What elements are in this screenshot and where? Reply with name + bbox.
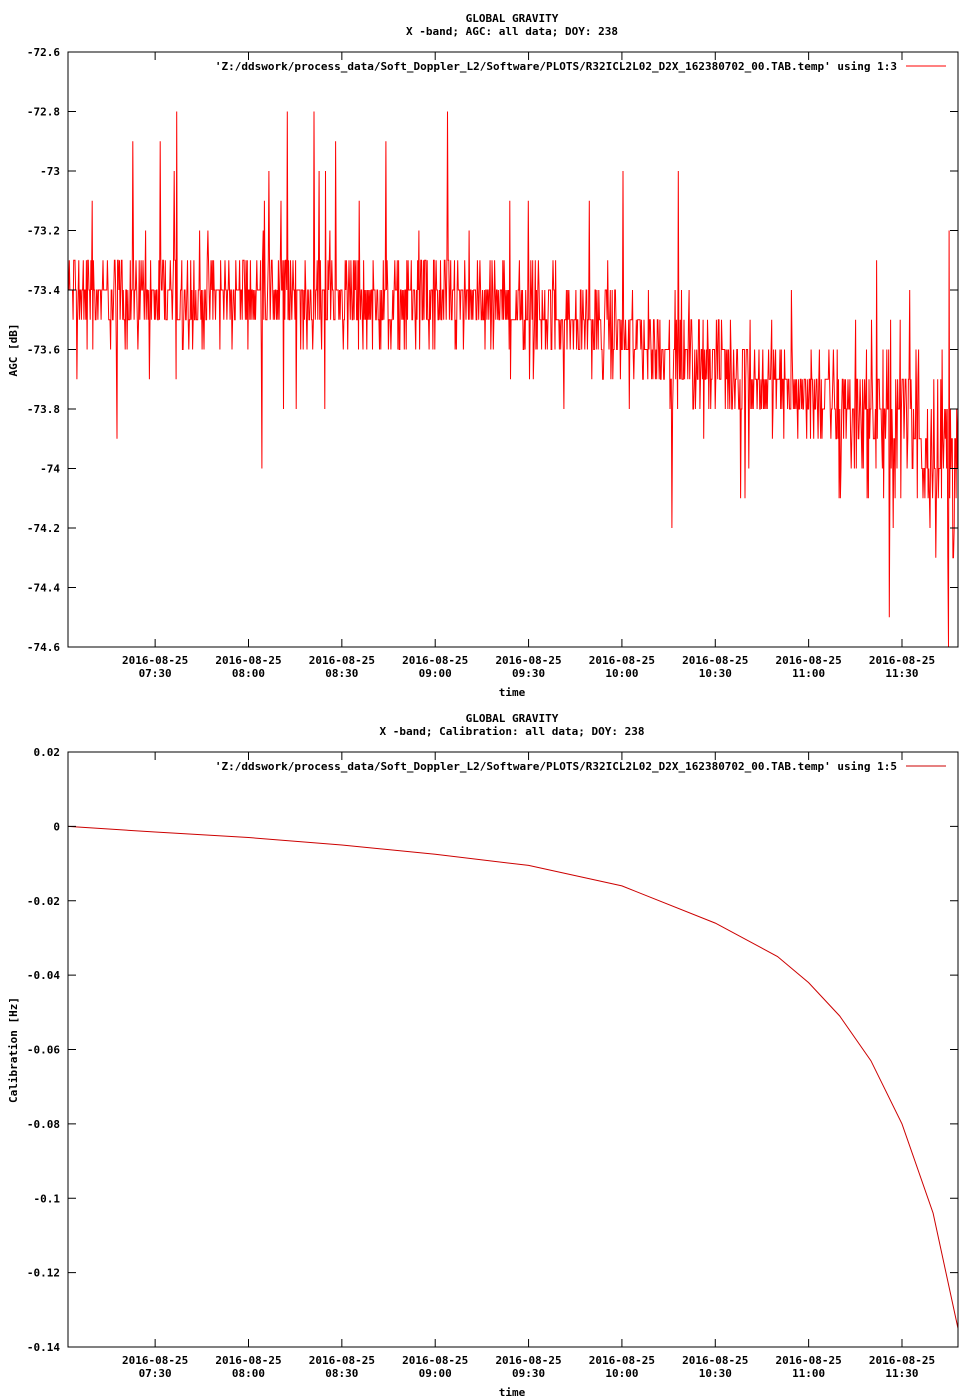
x-tick-label-date: 2016-08-25	[869, 1354, 935, 1367]
calibration-x-axis: 2016-08-2507:302016-08-2508:002016-08-25…	[122, 752, 935, 1380]
x-tick-label-time: 10:00	[605, 1367, 638, 1380]
x-tick-label-date: 2016-08-25	[122, 1354, 188, 1367]
calibration-chart: GLOBAL GRAVITY X -band; Calibration: all…	[7, 712, 959, 1399]
x-tick-label-time: 11:00	[792, 1367, 825, 1380]
x-tick-label-date: 2016-08-25	[682, 654, 748, 667]
calibration-y-axis-label: Calibration [Hz]	[7, 997, 20, 1103]
x-tick-label-time: 10:00	[605, 667, 638, 680]
calibration-chart-subtitle: X -band; Calibration: all data; DOY: 238	[380, 725, 645, 738]
x-tick-label-date: 2016-08-25	[309, 654, 375, 667]
x-tick-label-date: 2016-08-25	[309, 1354, 375, 1367]
agc-chart-title: GLOBAL GRAVITY	[466, 12, 559, 25]
x-tick-label-date: 2016-08-25	[215, 654, 281, 667]
x-tick-label-date: 2016-08-25	[682, 1354, 748, 1367]
y-tick-label: -72.8	[27, 106, 60, 119]
x-tick-label-date: 2016-08-25	[869, 654, 935, 667]
x-tick-label-date: 2016-08-25	[402, 1354, 468, 1367]
calibration-plot-frame	[67, 751, 959, 1348]
x-tick-label-time: 09:00	[419, 667, 452, 680]
y-tick-label: -0.1	[34, 1192, 61, 1205]
y-tick-label: -73	[40, 165, 60, 178]
agc-x-axis: 2016-08-2507:302016-08-2508:002016-08-25…	[122, 52, 935, 680]
agc-plot-frame	[67, 51, 959, 648]
y-tick-label: -73.4	[27, 284, 60, 297]
calibration-legend-label: 'Z:/ddswork/process_data/Soft_Doppler_L2…	[215, 760, 897, 773]
y-tick-label: -73.8	[27, 403, 60, 416]
x-tick-label-date: 2016-08-25	[589, 654, 655, 667]
y-tick-label: -74.6	[27, 641, 60, 654]
x-tick-label-date: 2016-08-25	[589, 1354, 655, 1367]
agc-x-axis-label: time	[499, 686, 526, 699]
x-tick-label-time: 07:30	[139, 1367, 172, 1380]
x-tick-label-date: 2016-08-25	[122, 654, 188, 667]
calibration-y-axis: 0.02 0 -0.02 -0.04 -0.06 -0.08 -0.1 -0.12 -0.14	[27, 746, 958, 1354]
x-tick-label-time: 09:30	[512, 667, 545, 680]
calibration-series-line	[67, 825, 959, 1329]
x-tick-label-date: 2016-08-25	[495, 654, 561, 667]
agc-chart: GLOBAL GRAVITY X -band; AGC: all data; D…	[7, 12, 959, 699]
x-tick-label-time: 10:30	[699, 667, 732, 680]
x-tick-label-time: 09:30	[512, 1367, 545, 1380]
y-tick-label: -74.4	[27, 582, 60, 595]
y-tick-label: -74	[40, 463, 60, 476]
y-tick-label: -72.6	[27, 46, 60, 59]
y-tick-label: 0.02	[34, 746, 61, 759]
calibration-x-axis-label: time	[499, 1386, 526, 1399]
agc-legend-label: 'Z:/ddswork/process_data/Soft_Doppler_L2…	[215, 60, 897, 73]
y-tick-label: -74.2	[27, 522, 60, 535]
x-tick-label-time: 08:00	[232, 1367, 265, 1380]
y-tick-label: -73.6	[27, 344, 60, 357]
x-tick-label-date: 2016-08-25	[402, 654, 468, 667]
y-tick-label: -0.06	[27, 1044, 60, 1057]
x-tick-label-time: 08:30	[325, 1367, 358, 1380]
y-tick-label: -73.2	[27, 225, 60, 238]
agc-chart-subtitle: X -band; AGC: all data; DOY: 238	[406, 25, 618, 38]
x-tick-label-time: 10:30	[699, 1367, 732, 1380]
y-tick-label: 0	[53, 820, 60, 833]
agc-y-axis-label: AGC [dB]	[7, 324, 20, 377]
agc-y-axis: -72.6 -72.8 -73 -73.2 -73.4 -73.6 -73.8 -74 -74.…	[27, 46, 958, 654]
x-tick-label-time: 11:00	[792, 667, 825, 680]
x-tick-label-date: 2016-08-25	[215, 1354, 281, 1367]
y-tick-label: -0.14	[27, 1341, 60, 1354]
agc-series-line	[68, 111, 959, 648]
x-tick-label-date: 2016-08-25	[776, 654, 842, 667]
x-tick-label-date: 2016-08-25	[495, 1354, 561, 1367]
agc-series-path	[68, 111, 959, 648]
x-tick-label-time: 11:30	[885, 1367, 918, 1380]
y-tick-label: -0.08	[27, 1118, 60, 1131]
x-tick-label-date: 2016-08-25	[776, 1354, 842, 1367]
y-tick-label: -0.04	[27, 969, 60, 982]
x-tick-label-time: 11:30	[885, 667, 918, 680]
y-tick-label: -0.02	[27, 895, 60, 908]
x-tick-label-time: 08:00	[232, 667, 265, 680]
x-tick-label-time: 08:30	[325, 667, 358, 680]
calibration-chart-title: GLOBAL GRAVITY	[466, 712, 559, 725]
y-tick-label: -0.12	[27, 1267, 60, 1280]
x-tick-label-time: 09:00	[419, 1367, 452, 1380]
x-tick-label-time: 07:30	[139, 667, 172, 680]
